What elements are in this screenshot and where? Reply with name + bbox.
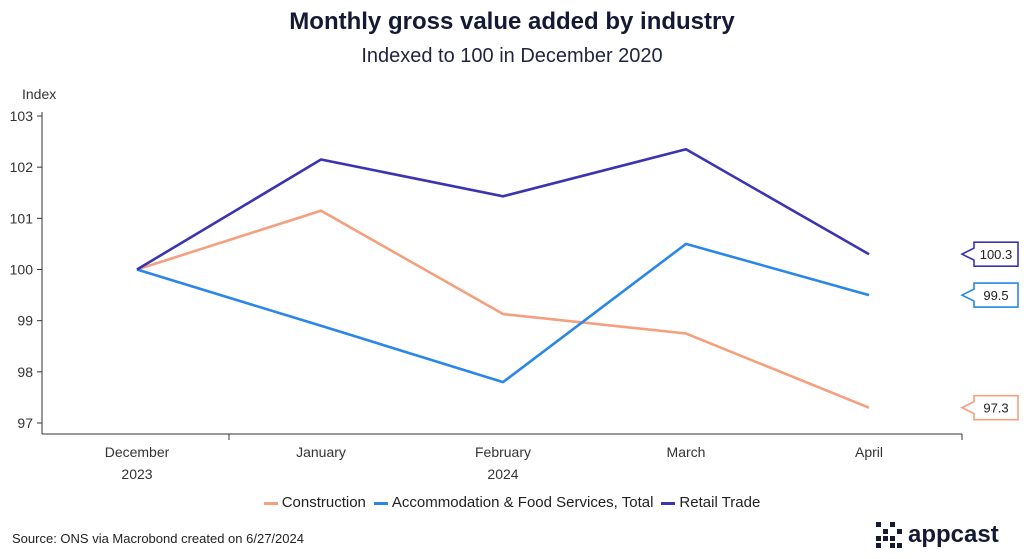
logo-dot — [890, 529, 895, 534]
appcast-logo-mark-icon — [876, 522, 902, 548]
y-tick-label: 103 — [10, 108, 34, 124]
legend-label: Accommodation & Food Services, Total — [391, 494, 654, 511]
logo-dot — [890, 536, 895, 541]
y-tick-label: 101 — [10, 210, 34, 226]
logo-dot — [897, 529, 902, 534]
logo-dot — [876, 543, 881, 548]
logo-dot — [883, 529, 888, 534]
y-tick-label: 99 — [17, 313, 33, 329]
source-note: Source: ONS via Macrobond created on 6/2… — [12, 531, 304, 546]
logo-dot — [890, 543, 895, 548]
y-tick-label: 98 — [17, 364, 33, 380]
y-tick-label: 100 — [10, 262, 34, 278]
x-tick-label: April — [855, 444, 883, 460]
legend-item: Retail Trade — [661, 494, 760, 511]
logo-dot — [897, 543, 902, 548]
legend-item: Accommodation & Food Services, Total — [373, 494, 654, 511]
legend-label: Retail Trade — [679, 494, 761, 511]
x-tick-label: February — [475, 444, 531, 460]
series-line-2 — [136, 147, 870, 271]
logo-dot — [876, 522, 881, 527]
end-value-callout — [960, 241, 1019, 267]
y-tick-label: 102 — [10, 159, 34, 175]
chart-subtitle: Indexed to 100 in December 2020 — [361, 45, 663, 67]
legend-label: Construction — [281, 494, 366, 511]
appcast-logo: appcast — [876, 518, 999, 552]
logo-dot — [883, 543, 888, 548]
y-tick-label: 97 — [17, 415, 33, 431]
y-axis-label: Index — [22, 86, 56, 102]
legend-item: Construction — [263, 494, 366, 511]
legend-swatch — [661, 501, 676, 505]
end-value-label: 99.5 — [983, 288, 1008, 303]
legend-swatch — [263, 501, 278, 505]
x-tick-label: December — [105, 444, 170, 460]
logo-dot — [876, 536, 881, 541]
logo-dot — [890, 522, 895, 527]
logo-dot — [897, 536, 902, 541]
line-chart: Index 97 98 99 100 101 102 103 December January Fe… — [10, 86, 1019, 482]
appcast-logo-text: appcast — [908, 521, 999, 548]
x-year-label: 2023 — [121, 466, 152, 482]
chart-legend: Construction Accommodation & Food Service… — [0, 494, 1024, 511]
logo-dot — [883, 536, 888, 541]
logo-dot — [897, 522, 902, 527]
end-value-label: 100.3 — [980, 247, 1013, 262]
x-year-label: 2024 — [487, 466, 518, 482]
end-value-label: 97.3 — [983, 401, 1008, 416]
logo-dot — [876, 529, 881, 534]
chart-title: Monthly gross value added by industry — [289, 8, 735, 35]
end-value-callout — [960, 282, 1019, 308]
legend-swatch — [373, 501, 388, 505]
series-line-0 — [136, 209, 870, 409]
x-tick-label: January — [296, 444, 346, 460]
end-value-callout — [960, 394, 1019, 421]
x-tick-label: March — [667, 444, 706, 460]
logo-dot — [883, 522, 888, 527]
